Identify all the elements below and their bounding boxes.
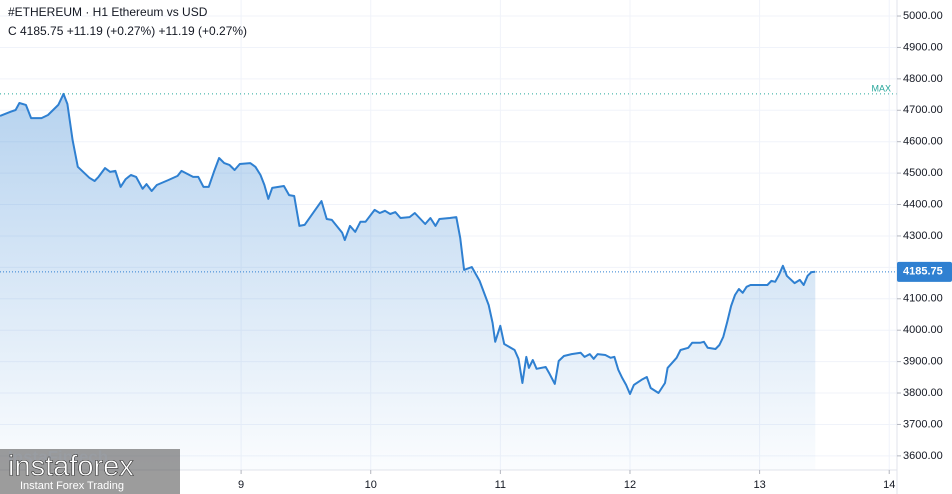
area-fill (0, 93, 816, 471)
watermark-faint: InstaFintech (8, 447, 108, 466)
y-tick-label: 5000.00 (903, 10, 943, 22)
y-tick-label: 3700.00 (903, 418, 943, 430)
y-tick-label: 3600.00 (903, 450, 943, 462)
y-tick-label: 4000.00 (903, 324, 943, 336)
max-label: MAX (871, 83, 891, 93)
y-tick-label: 4500.00 (903, 167, 943, 179)
y-tick-label: 3800.00 (903, 387, 943, 399)
x-tick-label: 9 (238, 479, 244, 491)
y-tick-label: 4100.00 (903, 293, 943, 305)
watermark: InstaFintech instaforex Instant Forex Tr… (0, 447, 180, 494)
y-tick-label: 4800.00 (903, 73, 943, 85)
watermark-bg (0, 449, 180, 494)
y-tick-label: 4400.00 (903, 198, 943, 210)
watermark-brand: instaforex (8, 451, 134, 483)
chart-title: #ETHEREUM · H1 Ethereum vs USD (8, 5, 208, 19)
y-tick-label: 4600.00 (903, 136, 943, 148)
x-tick-label: 11 (495, 479, 506, 491)
last-price-box (897, 261, 952, 282)
y-tick-label: 4300.00 (903, 230, 943, 242)
chart-subtitle: C 4185.75 +11.19 (+0.27%) +11.19 (+0.27%… (8, 24, 247, 38)
x-tick-label: 12 (624, 479, 636, 491)
x-tick-label: 14 (883, 479, 895, 491)
price-line (0, 92, 816, 395)
x-tick-label: 10 (365, 479, 377, 491)
y-tick-label: 3900.00 (903, 356, 943, 368)
x-tick-label: 13 (753, 479, 765, 491)
y-tick-label: 4900.00 (903, 41, 943, 53)
watermark-tagline: Instant Forex Trading (20, 480, 124, 492)
y-tick-label: 4700.00 (903, 104, 943, 116)
last-price-label: 4185.75 (903, 266, 943, 278)
